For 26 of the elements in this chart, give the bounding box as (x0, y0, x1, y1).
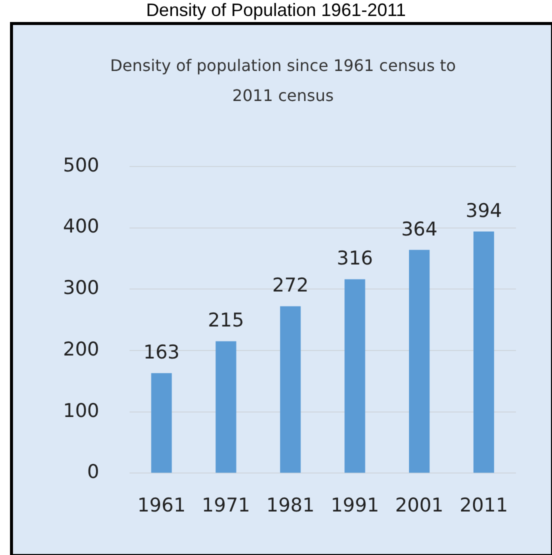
y-tick-label: 400 (63, 216, 100, 238)
bar (216, 341, 236, 473)
data-label: 272 (272, 274, 309, 297)
x-tick-label: 1981 (266, 494, 315, 517)
bar (473, 231, 494, 473)
bar (151, 373, 172, 473)
bar (409, 250, 430, 473)
data-label: 163 (143, 342, 180, 364)
data-label: 394 (466, 200, 502, 222)
y-tick-label: 100 (63, 400, 100, 422)
x-tick-label: 1971 (202, 494, 250, 517)
x-tick-label: 2001 (395, 494, 444, 517)
x-tick-label: 1991 (330, 494, 380, 517)
data-label: 364 (401, 218, 438, 240)
y-tick-label: 500 (63, 154, 100, 176)
chart-title: Density of Population 1961-2011 (145, 0, 407, 20)
data-label: 316 (336, 248, 373, 270)
x-tick-label: 2011 (460, 494, 508, 517)
y-tick-label: 200 (63, 338, 100, 360)
y-tick-label: 300 (63, 277, 100, 300)
bar (344, 279, 366, 473)
data-label: 215 (208, 310, 244, 332)
y-tick-label: 0 (87, 461, 100, 484)
chart-subtitle: Density of population since 1961 census to 2011 census (109, 55, 457, 107)
x-tick-label: 1961 (137, 494, 186, 517)
bar (280, 306, 301, 473)
